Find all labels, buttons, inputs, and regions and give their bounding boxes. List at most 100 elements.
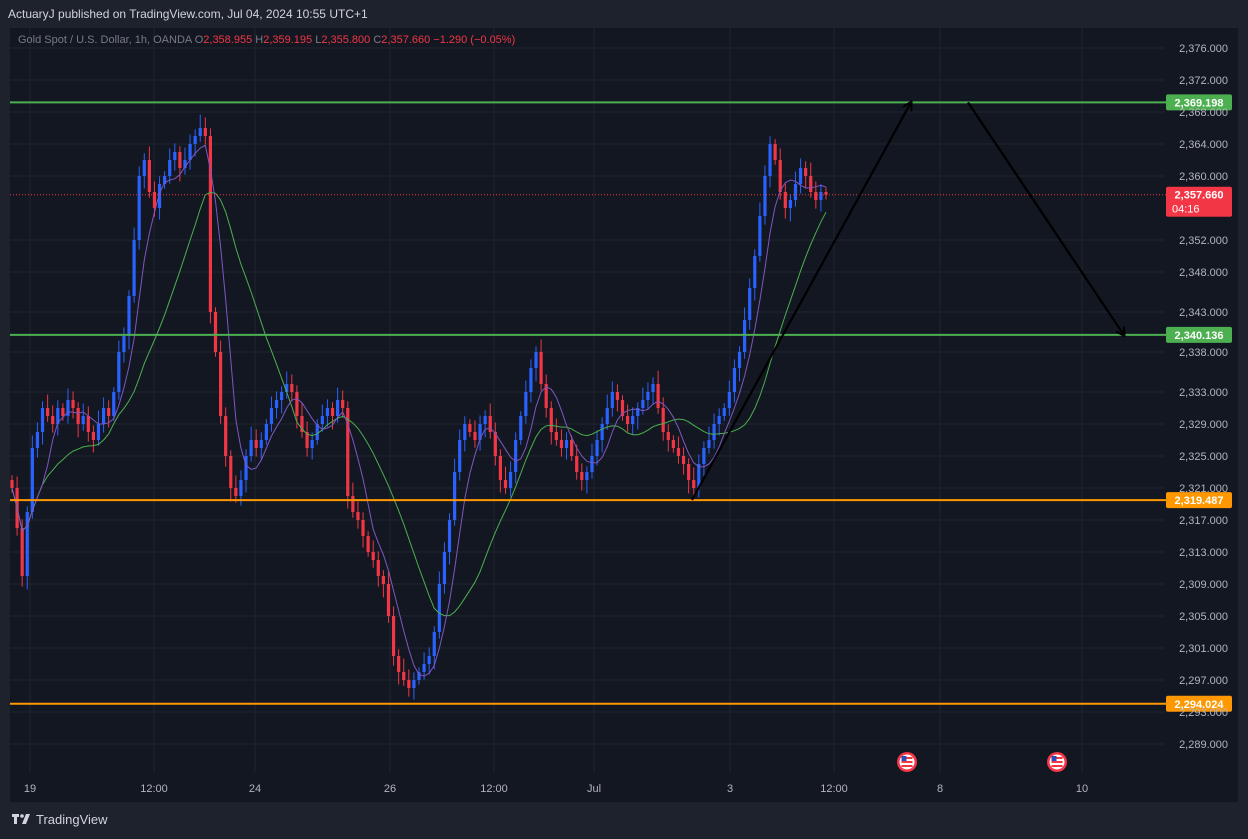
- candle-body: [295, 392, 299, 416]
- x-tick-label: Jul: [587, 783, 601, 795]
- open-label: O: [194, 34, 204, 46]
- candle-body: [20, 528, 24, 576]
- candle-body: [351, 496, 355, 512]
- candle-body: [320, 416, 324, 424]
- trend-arrow[interactable]: [691, 102, 911, 501]
- x-tick-label: 8: [937, 783, 943, 795]
- y-tick-label: 2,372.000: [1179, 75, 1228, 87]
- y-tick-label: 2,364.000: [1179, 139, 1228, 151]
- candle-body: [620, 400, 625, 416]
- candle-body: [570, 440, 574, 456]
- candle-body: [269, 408, 274, 424]
- x-tick-label: 3: [727, 783, 733, 795]
- us-flag-icon[interactable]: [897, 752, 917, 772]
- candle-body: [203, 128, 207, 136]
- candle-body: [625, 416, 630, 424]
- candle-body: [361, 520, 365, 536]
- low-value: 2,355.800: [321, 34, 371, 46]
- ohlc-legend: Gold Spot / U.S. Dollar, 1h, OANDA O2,35…: [18, 34, 515, 46]
- us-flag-icon[interactable]: [1047, 752, 1067, 772]
- candle-body: [274, 400, 279, 408]
- candle-body: [575, 456, 579, 472]
- candle-body: [142, 160, 146, 176]
- y-tick-label: 2,376.000: [1179, 43, 1228, 55]
- candle-body: [234, 488, 238, 496]
- candle-body: [453, 472, 457, 520]
- candle-body: [447, 520, 452, 552]
- candle-body: [376, 560, 380, 576]
- candle-body: [798, 168, 803, 184]
- candle-body: [35, 432, 40, 448]
- candle-body: [656, 384, 660, 408]
- candle-body: [687, 464, 691, 480]
- candle-body: [402, 672, 406, 680]
- candle-body: [188, 144, 192, 160]
- candle-body: [707, 440, 711, 448]
- candle-body: [91, 432, 95, 440]
- fast-moving-average: [11, 144, 827, 677]
- candle-body: [381, 576, 385, 584]
- y-tick-label: 2,301.000: [1179, 643, 1228, 655]
- candle-body: [473, 432, 477, 440]
- candle-body: [819, 192, 823, 200]
- candle-body: [117, 352, 121, 392]
- candle-body: [157, 184, 162, 208]
- candle-body: [753, 256, 757, 288]
- candle-body: [371, 552, 375, 560]
- y-tick-label: 2,338.000: [1179, 347, 1228, 359]
- candle-body: [417, 672, 421, 680]
- candle-body: [580, 472, 584, 480]
- y-tick-label: 2,321.000: [1179, 483, 1228, 495]
- candle-body: [478, 424, 482, 440]
- y-tick-label: 2,317.000: [1179, 515, 1228, 527]
- candle-body: [646, 392, 650, 400]
- candle-body: [305, 432, 309, 448]
- candle-body: [676, 448, 681, 456]
- candle-body: [366, 536, 370, 552]
- candle-body: [544, 384, 548, 408]
- high-value: 2,359.195: [263, 34, 313, 46]
- candle-body: [737, 352, 742, 368]
- candle-body: [315, 424, 319, 440]
- trend-arrow[interactable]: [967, 101, 1124, 335]
- candle-body: [137, 176, 141, 240]
- candle-body: [163, 176, 167, 184]
- candle-body: [666, 432, 670, 440]
- low-label: L: [315, 34, 322, 46]
- candle-body: [208, 136, 213, 312]
- candle-body: [127, 296, 131, 336]
- y-tick-label: 2,289.000: [1179, 739, 1228, 751]
- candle-body: [595, 440, 599, 456]
- candle-body: [442, 552, 447, 584]
- level-price-label: 2,294.024: [1175, 699, 1225, 711]
- candle-body: [147, 160, 151, 192]
- candle-body: [193, 136, 197, 144]
- candle-body: [768, 144, 772, 176]
- y-tick-label: 2,325.000: [1179, 451, 1228, 463]
- x-tick-label: 10: [1076, 783, 1088, 795]
- candle-body: [702, 448, 706, 464]
- last-price-label: 2,357.660: [1175, 190, 1224, 202]
- candle-body: [86, 416, 90, 432]
- candle-body: [254, 440, 258, 448]
- candle-body: [748, 288, 752, 320]
- candle-body: [554, 432, 558, 440]
- y-tick-label: 2,348.000: [1179, 267, 1228, 279]
- axes: 2,376.000 2,372.000 2,368.000 2,364.000 2,36…: [24, 43, 1228, 795]
- candle-body: [168, 160, 172, 176]
- candle-body: [25, 512, 29, 576]
- candle-body: [51, 416, 55, 424]
- candle-body: [814, 192, 818, 200]
- candle-body: [96, 424, 101, 440]
- candle-body: [198, 128, 202, 136]
- y-tick-label: 2,368.000: [1179, 107, 1228, 119]
- candle-body: [758, 216, 762, 256]
- candle-body: [809, 176, 813, 192]
- candle-body: [564, 440, 569, 448]
- candle-body: [107, 408, 111, 416]
- candle-body: [503, 480, 508, 488]
- candle-body: [498, 456, 502, 480]
- candle-body: [244, 456, 248, 480]
- candle-body: [641, 400, 645, 408]
